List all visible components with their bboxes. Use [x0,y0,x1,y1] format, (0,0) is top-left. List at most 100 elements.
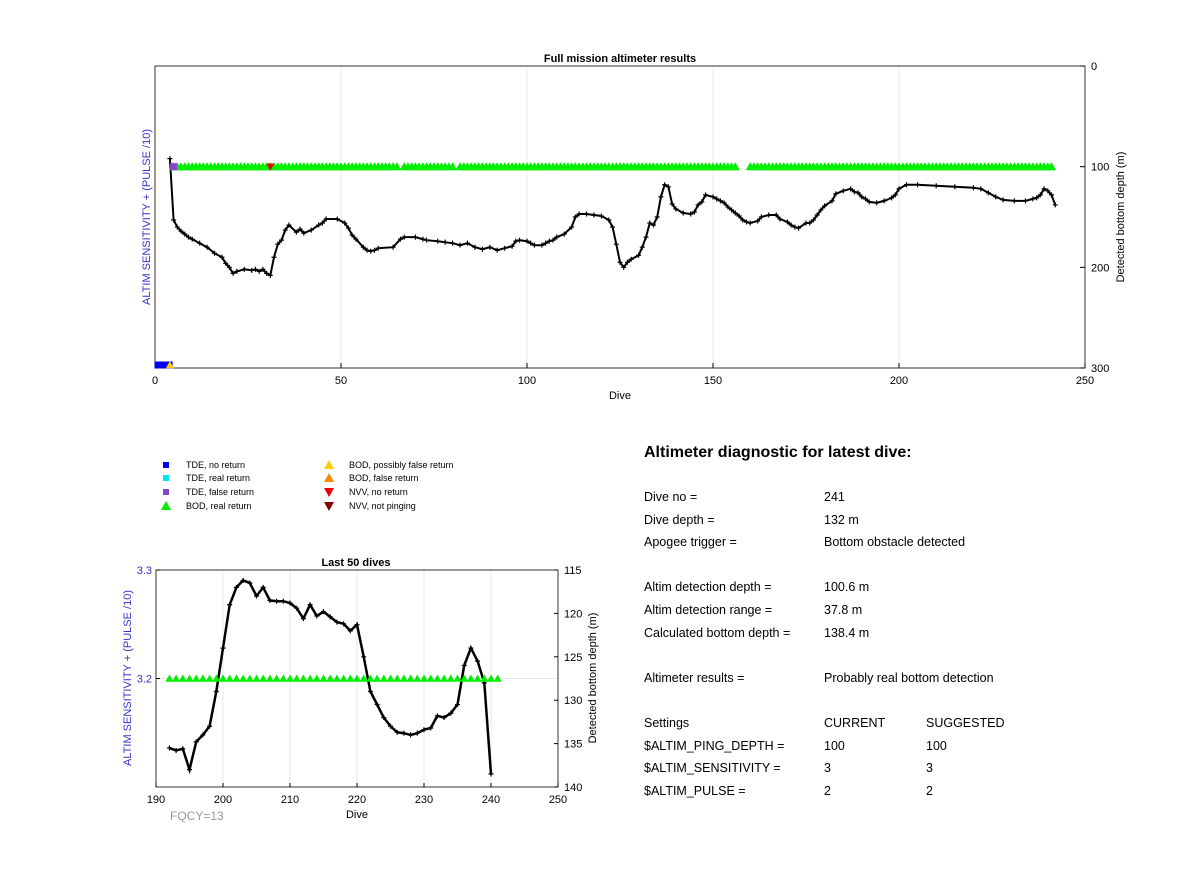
legend-label: TDE, no return [186,459,246,470]
depth-point [185,234,191,240]
depth-point [933,183,939,189]
current: 2 [824,783,831,798]
depth-point [297,226,303,232]
depth-point [280,598,286,604]
depth-point [207,723,213,729]
bod-real-marker [332,674,341,682]
depth-point [457,242,463,248]
legend-label: BOD, false return [349,473,419,484]
y-axes: 3.2 3.3 115 120 125 130 135 140 [137,565,583,794]
x-tick-label: 50 [335,375,347,387]
bod-real-marker [353,674,361,682]
depth-point [472,244,478,250]
depth-point [833,191,839,197]
series-marks [165,577,502,777]
depth-point [732,210,738,216]
label: Calculated bottom depth = [644,625,791,640]
depth-point [401,234,407,240]
depth-point [408,732,414,738]
depth-point [349,232,355,238]
legend-item: NVV, not pinging [323,499,416,512]
depth-point [293,229,299,235]
x-axis: 0 50 100 150 200 250 [152,363,1094,387]
bod-real-marker [460,674,469,682]
depth-point [494,247,500,253]
legend-item: BOD, false return [323,472,419,485]
depth-point [227,602,233,608]
y-left-tick-label: 3.3 [137,565,152,577]
legend-marker [324,459,334,469]
bod-real-marker [326,674,335,682]
depth-point [777,216,783,222]
depth-point [1030,196,1036,202]
depth-point [187,767,192,773]
depth-point [173,748,179,754]
x-axis: 190 200 210 220 230 240 250 [147,783,567,806]
spacer [644,648,1164,671]
depth-point [171,217,177,223]
bod-real-marker [185,674,194,682]
series-marks [154,156,1058,369]
bod-real-marker [272,674,281,682]
depth-point [488,771,494,777]
depth-point [167,156,173,162]
depth-point [915,182,921,188]
depth-point [264,270,270,276]
bod-real-marker [265,674,274,682]
bod-real-marker [392,162,402,171]
legend-item: BOD, real return [160,499,252,512]
depth-point [691,209,697,215]
x-tick-label: 190 [147,794,165,806]
depth-point [364,247,370,253]
depth-point [561,231,567,237]
bod-real-marker [440,674,449,682]
depth-point [747,220,753,226]
bod-real-marker [306,674,315,682]
depth-point [421,727,427,733]
plot-frame [154,65,1086,369]
depth-point [1049,192,1055,198]
depth-point [896,186,902,192]
depth-point [1034,195,1040,201]
depth-point [390,244,396,250]
depth-point [628,256,634,262]
row-results: Altimeter results = Probably real bottom … [644,671,1164,694]
bod-real-marker [480,674,489,682]
x-tick-label: 150 [704,375,722,387]
label: $ALTIM_PING_DEPTH = [644,738,785,753]
depth-point [354,622,360,628]
bod-real-marker [473,674,482,682]
depth-point [256,268,262,274]
depth-point [282,227,288,233]
depth-point [189,236,195,242]
depth-point [550,237,556,243]
depth-point [528,240,534,246]
depth-point [829,198,835,204]
depth-point [367,689,373,695]
tde-no-return-marker [158,361,166,369]
depth-point [267,272,273,278]
row-pulse: $ALTIM_PULSE = 2 2 [644,784,1164,807]
depth-point [271,254,277,260]
depth-point [300,616,306,622]
depth-point [859,194,865,200]
x-axis-label: Dive [609,390,631,402]
value: 37.8 m [824,602,863,617]
depth-point [461,662,467,668]
bod-real-marker [198,674,207,682]
depth-point [866,199,872,205]
depth-point [669,201,675,207]
current-header: CURRENT [824,715,886,730]
chart-title: Full mission altimeter results [544,53,696,65]
depth-point [662,182,668,188]
depth-point [851,189,857,195]
depth-point [223,260,229,266]
depth-point [341,621,347,627]
legend-item: TDE, no return [160,458,245,471]
x-tick-label: 250 [549,794,567,806]
depth-point [993,194,999,200]
depth-point [412,234,418,240]
suggested: 100 [926,738,947,753]
depth-point [249,267,255,273]
depth-point [650,222,656,228]
